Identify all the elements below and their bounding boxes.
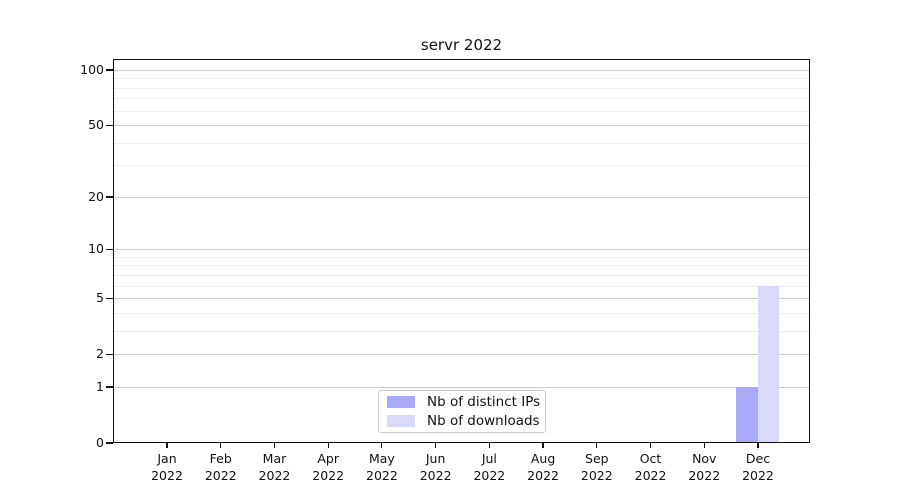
gridline-major	[114, 354, 809, 356]
x-tick-label: Feb 2022	[204, 451, 237, 483]
y-tick-label: 20	[88, 188, 104, 204]
gridline-major	[114, 196, 809, 198]
y-tick-label: 50	[88, 117, 104, 133]
x-tick-mark	[488, 443, 490, 448]
x-tick-mark	[273, 443, 276, 448]
y-tick-label: 5	[96, 290, 104, 306]
legend-entry-distinct-ips: Nb of distinct IPs	[387, 393, 541, 410]
legend: Nb of distinct IPs Nb of downloads	[378, 390, 546, 433]
gridline-major	[114, 70, 809, 71]
x-tick-label: Oct 2022	[634, 451, 667, 483]
y-tick-mark	[106, 69, 113, 71]
gridline-minor	[114, 285, 809, 287]
legend-label-distinct-ips: Nb of distinct IPs	[427, 393, 541, 410]
y-tick-label: 2	[96, 346, 104, 362]
gridline-minor	[114, 78, 809, 80]
x-tick-mark	[381, 443, 383, 448]
x-tick-mark	[327, 443, 329, 448]
x-tick-label: Sep 2022	[580, 451, 613, 483]
plot-area: Nb of distinct IPs Nb of downloads	[113, 59, 810, 443]
x-tick-mark	[596, 443, 598, 448]
legend-label-downloads: Nb of downloads	[427, 412, 540, 429]
x-tick-mark	[542, 443, 544, 448]
x-tick-mark	[649, 443, 652, 448]
gridline-minor	[114, 312, 809, 314]
x-tick-label: Nov 2022	[688, 451, 721, 483]
x-tick-label: Dec 2022	[742, 451, 774, 483]
y-tick-label: 1	[96, 378, 104, 394]
x-tick-label: Mar 2022	[258, 451, 291, 483]
gridline-minor	[114, 98, 809, 100]
y-tick-mark	[106, 124, 113, 126]
gridline-minor	[114, 142, 809, 144]
gridline-minor	[114, 274, 809, 276]
y-tick-label: 0	[96, 435, 104, 450]
gridline-minor	[114, 87, 809, 89]
x-tick-label: May 2022	[366, 451, 398, 483]
gridline-minor	[114, 165, 809, 167]
y-tick-mark	[106, 297, 113, 299]
x-tick-mark	[703, 443, 705, 448]
x-tick-label: Aug 2022	[527, 451, 559, 483]
y-tick-mark	[106, 442, 113, 444]
y-tick-mark	[106, 248, 113, 250]
x-tick-label: Apr 2022	[312, 451, 345, 483]
gridline-minor	[114, 330, 809, 332]
y-tick-label: 10	[88, 241, 104, 257]
legend-swatch-downloads	[387, 415, 415, 427]
chart-title: servr 2022	[420, 36, 503, 54]
gridline-minor	[114, 110, 809, 112]
bar-distinct-ips	[736, 387, 758, 442]
x-tick-label: Jul 2022	[473, 451, 506, 483]
legend-entry-downloads: Nb of downloads	[387, 412, 540, 429]
gridline-minor	[114, 256, 809, 258]
y-tick-mark	[106, 353, 113, 355]
x-tick-mark	[220, 443, 222, 448]
x-tick-mark	[166, 443, 168, 448]
gridline-major	[114, 386, 809, 388]
y-tick-mark	[106, 196, 113, 198]
x-tick-label: Jan 2022	[151, 451, 183, 483]
x-tick-label: Jun 2022	[419, 451, 452, 483]
gridline-major	[114, 125, 809, 127]
x-tick-mark	[757, 443, 759, 448]
y-tick-mark	[106, 386, 113, 388]
gridline-minor	[114, 265, 809, 267]
legend-swatch-distinct-ips	[387, 396, 415, 408]
gridline-major	[114, 249, 809, 251]
x-tick-mark	[435, 443, 437, 448]
bar-downloads	[757, 285, 780, 442]
y-tick-label: 100	[80, 62, 104, 77]
gridline-major	[114, 298, 809, 300]
